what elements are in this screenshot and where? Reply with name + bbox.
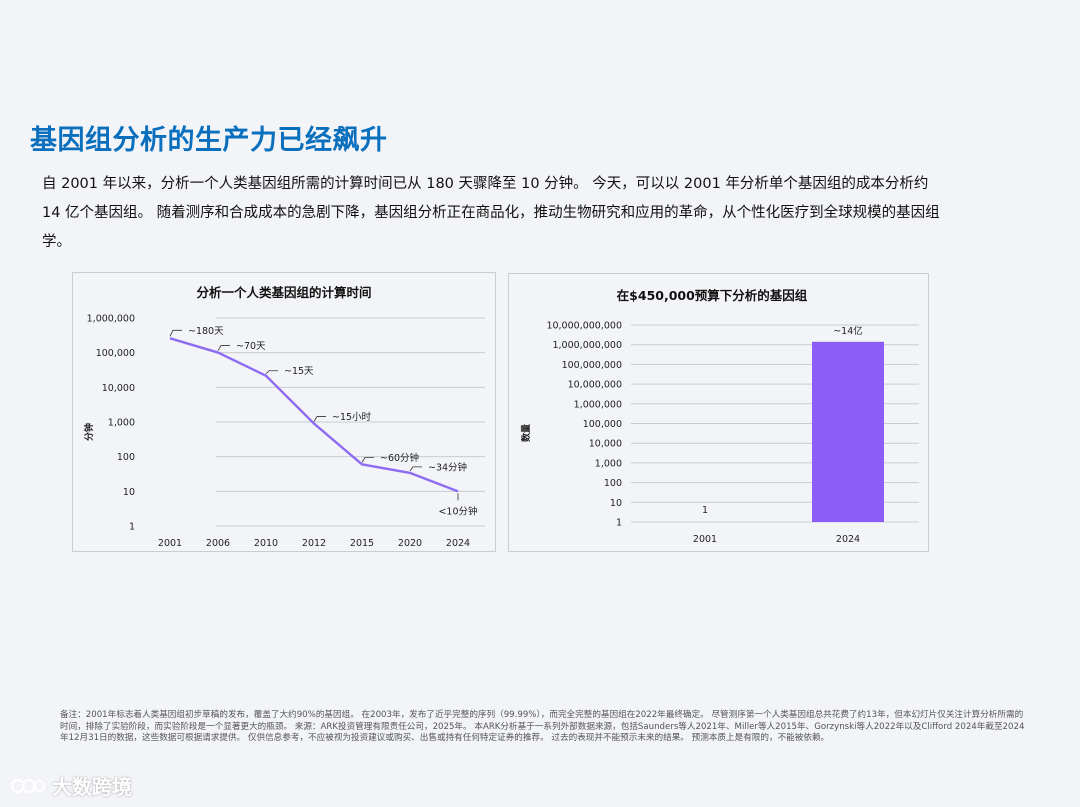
data-label: ~180天 — [188, 326, 224, 337]
data-label-leader — [217, 345, 230, 351]
data-label: ~15小时 — [332, 411, 372, 423]
y-tick-label: 1,000,000,000 — [552, 340, 622, 351]
data-label: ~34分钟 — [428, 461, 467, 473]
brand-watermark: 大数跨境 — [10, 771, 132, 800]
data-label: ~14亿 — [833, 325, 863, 337]
bar-2024 — [812, 341, 884, 522]
page-title: 基因组分析的生产力已经飙升 — [30, 125, 388, 156]
y-tick-label: 10,000 — [102, 383, 135, 394]
y-axis-label: 分钟 — [83, 423, 95, 441]
data-label-leader — [313, 416, 326, 422]
data-label: <10分钟 — [438, 505, 477, 517]
y-axis-label: 数量 — [520, 424, 532, 442]
y-tick-label: 100 — [604, 478, 622, 489]
x-tick-label: 2001 — [693, 534, 717, 545]
y-tick-label: 1,000 — [595, 458, 622, 469]
data-label: ~15天 — [284, 366, 314, 377]
x-tick-label: 2024 — [446, 538, 470, 549]
data-label: ~70天 — [236, 341, 266, 352]
chart-title: 分析一个人类基因组的计算时间 — [196, 285, 371, 300]
y-tick-label: 10,000,000 — [568, 380, 622, 391]
chart-title: 在$450,000预算下分析的基因组 — [617, 288, 808, 303]
data-label: ~60分钟 — [380, 452, 419, 464]
x-tick-label: 2012 — [302, 538, 326, 549]
y-tick-label: 10,000 — [589, 439, 622, 450]
x-tick-label: 2020 — [398, 538, 422, 549]
brand-logo-icon — [10, 778, 46, 793]
data-label-leader — [409, 466, 422, 472]
data-label-leader — [265, 370, 278, 375]
intro-paragraph: 自 2001 年以来，分析一个人类基因组所需的计算时间已从 180 天骤降至 1… — [42, 176, 940, 250]
y-tick-label: 100,000,000 — [562, 360, 622, 371]
y-tick-label: 10,000,000,000 — [546, 321, 622, 332]
data-label: 1 — [702, 505, 708, 516]
y-tick-label: 1,000,000 — [87, 314, 135, 325]
y-tick-label: 1,000,000 — [574, 399, 622, 410]
footnote: 备注：2001年标志着人类基因组初步草稿的发布，覆盖了大约90%的基因组。 在2… — [60, 710, 1025, 743]
data-label-leader — [361, 456, 374, 463]
x-tick-label: 2010 — [254, 538, 278, 549]
y-tick-label: 100 — [117, 452, 135, 463]
y-tick-label: 1 — [129, 522, 135, 533]
x-tick-label: 2015 — [350, 538, 374, 549]
x-tick-label: 2001 — [158, 538, 182, 549]
y-tick-label: 10 — [610, 498, 622, 509]
genomes-budget-chart-panel: 在$450,000预算下分析的基因组数量 10,000,000,000 1,000,… — [508, 273, 929, 552]
x-tick-label: 2006 — [206, 538, 230, 549]
x-tick-label: 2024 — [836, 534, 860, 545]
brand-name: 大数跨境 — [52, 775, 132, 799]
y-tick-label: 1 — [616, 518, 622, 529]
y-tick-label: 10 — [123, 487, 135, 498]
y-tick-label: 1,000 — [108, 418, 135, 429]
y-tick-label: 100,000 — [583, 419, 622, 430]
data-label-leader — [169, 329, 182, 337]
compute-time-chart-panel: 分析一个人类基因组的计算时间分钟 1,000,000 100,000 10,000 1,… — [72, 272, 496, 552]
series-line — [169, 337, 459, 493]
y-tick-label: 100,000 — [96, 348, 135, 359]
